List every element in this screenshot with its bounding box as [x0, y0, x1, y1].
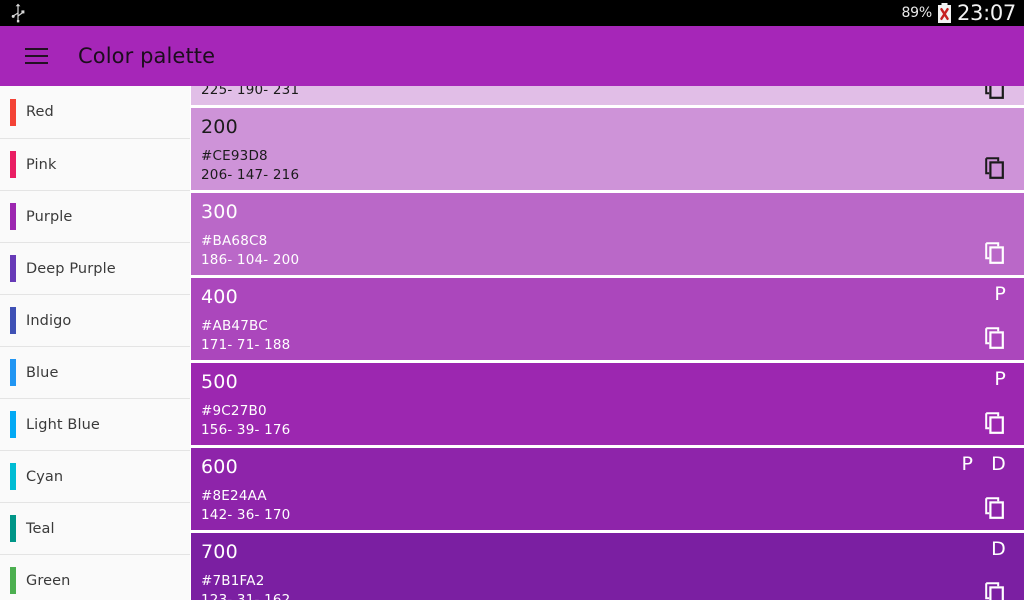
color-rgb-label: 171- 71- 188	[201, 337, 291, 353]
color-rgb-label: 156- 39- 176	[201, 422, 291, 438]
color-swatch-icon	[10, 255, 16, 282]
color-card-200[interactable]: 200 #CE93D8 206- 147- 216	[191, 108, 1024, 190]
copy-icon[interactable]	[983, 496, 1009, 522]
color-swatch-icon	[10, 515, 16, 542]
color-card-500[interactable]: 500 #9C27B0 156- 39- 176 P	[191, 363, 1024, 445]
sidebar-item-label: Deep Purple	[26, 260, 116, 277]
status-badge: D	[991, 453, 1006, 475]
color-hex-label: #9C27B0	[201, 403, 267, 419]
copy-icon[interactable]	[983, 411, 1009, 437]
color-card-400[interactable]: 400 #AB47BC 171- 71- 188 P	[191, 278, 1024, 360]
sidebar-item-label: Indigo	[26, 312, 72, 329]
color-family-sidebar[interactable]: Red Pink Purple Deep Purple Indigo Blue Light …	[0, 86, 190, 600]
sidebar-item-green[interactable]: Green	[0, 554, 190, 600]
battery-percent-label: 89%	[901, 5, 932, 21]
color-card-600[interactable]: 600 #8E24AA 142- 36- 170 P D	[191, 448, 1024, 530]
copy-icon[interactable]	[983, 581, 1009, 600]
color-swatch-icon	[10, 411, 16, 438]
status-badge: P	[961, 453, 974, 475]
color-card-700[interactable]: 700 #7B1FA2 123- 31- 162 D	[191, 533, 1024, 600]
color-hex-label: #BA68C8	[201, 233, 268, 249]
color-rgb-label: 142- 36- 170	[201, 507, 291, 523]
battery-error-icon	[937, 2, 952, 24]
sidebar-item-label: Teal	[26, 520, 55, 537]
color-hex-label: #CE93D8	[201, 148, 268, 164]
usb-icon	[10, 3, 26, 23]
color-rgb-label: 186- 104- 200	[201, 252, 300, 268]
status-badge: P	[994, 368, 1006, 390]
color-rgb-label: 123- 31- 162	[201, 592, 291, 600]
sidebar-item-cyan[interactable]: Cyan	[0, 450, 190, 502]
sidebar-item-indigo[interactable]: Indigo	[0, 294, 190, 346]
copy-icon[interactable]	[983, 241, 1009, 267]
color-rgb-label: 206- 147- 216	[201, 167, 300, 183]
copy-icon[interactable]	[983, 326, 1009, 352]
color-card-300[interactable]: 300 #BA68C8 186- 104- 200	[191, 193, 1024, 275]
color-swatch-icon	[10, 98, 16, 126]
color-hex-label: #AB47BC	[201, 318, 268, 334]
clock-label: 23:07	[956, 0, 1016, 25]
sidebar-item-label: Pink	[26, 156, 57, 173]
color-shade-name: 400	[201, 286, 238, 308]
color-swatch-icon	[10, 151, 16, 178]
color-swatch-icon	[10, 359, 16, 386]
hamburger-menu-icon[interactable]	[12, 32, 60, 80]
color-card-partial[interactable]: 225- 190- 231	[191, 86, 1024, 105]
card-badges: P	[994, 368, 1006, 390]
color-shade-list[interactable]: 225- 190- 231 200 #CE93D8 206- 147- 216 300 #…	[191, 86, 1024, 600]
status-badge: D	[991, 538, 1006, 560]
sidebar-item-red[interactable]: Red	[0, 86, 190, 138]
card-badges: P	[994, 283, 1006, 305]
color-swatch-icon	[10, 307, 16, 334]
sidebar-item-label: Green	[26, 572, 71, 589]
sidebar-item-pink[interactable]: Pink	[0, 138, 190, 190]
sidebar-item-label: Blue	[26, 364, 59, 381]
status-indicators: 89% 23:07	[901, 0, 1016, 25]
card-badges: D	[991, 538, 1006, 560]
color-shade-name: 500	[201, 371, 238, 393]
sidebar-item-light-blue[interactable]: Light Blue	[0, 398, 190, 450]
color-rgb-label: 225- 190- 231	[201, 86, 300, 98]
color-swatch-icon	[10, 463, 16, 490]
sidebar-item-purple[interactable]: Purple	[0, 190, 190, 242]
sidebar-item-blue[interactable]: Blue	[0, 346, 190, 398]
color-swatch-icon	[10, 567, 16, 594]
sidebar-item-label: Cyan	[26, 468, 64, 485]
sidebar-item-label: Purple	[26, 208, 73, 225]
sidebar-item-label: Light Blue	[26, 416, 100, 433]
color-swatch-icon	[10, 203, 16, 230]
status-badge: P	[994, 283, 1006, 305]
color-hex-label: #7B1FA2	[201, 573, 265, 589]
copy-icon[interactable]	[983, 156, 1009, 182]
color-shade-name: 700	[201, 541, 238, 563]
app-toolbar: Color palette	[0, 26, 1024, 86]
status-bar: 89% 23:07	[0, 0, 1024, 26]
color-hex-label: #8E24AA	[201, 488, 267, 504]
page-title: Color palette	[78, 44, 216, 68]
sidebar-item-deep-purple[interactable]: Deep Purple	[0, 242, 190, 294]
sidebar-item-teal[interactable]: Teal	[0, 502, 190, 554]
copy-icon[interactable]	[983, 86, 1009, 102]
color-shade-name: 200	[201, 116, 238, 138]
sidebar-item-label: Red	[26, 104, 54, 120]
color-shade-name: 300	[201, 201, 238, 223]
color-shade-name: 600	[201, 456, 238, 478]
